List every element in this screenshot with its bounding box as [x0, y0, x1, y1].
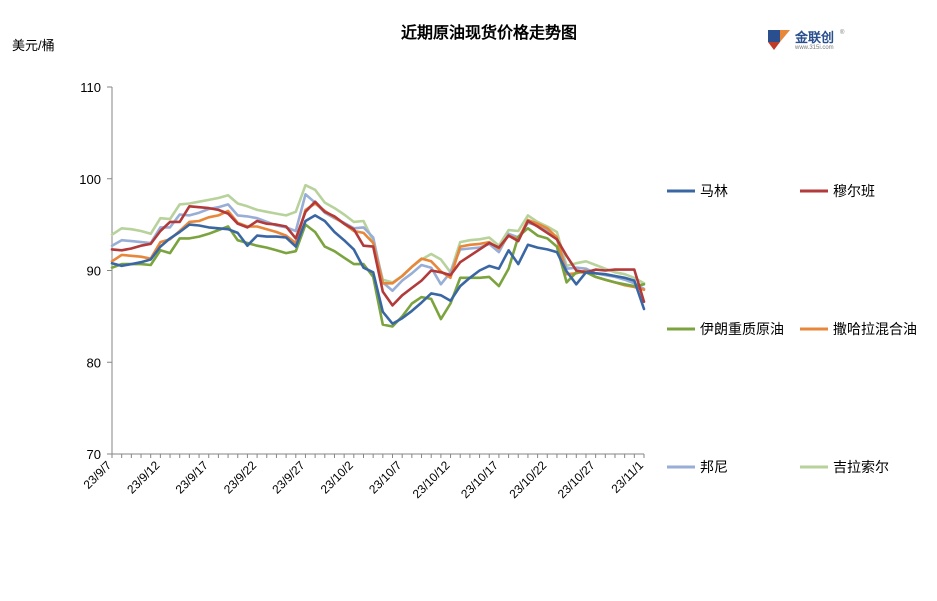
x-tick-label: 23/9/7	[81, 458, 115, 492]
x-tick-label: 23/9/27	[269, 458, 307, 496]
y-tick-label: 80	[87, 355, 101, 370]
logo-url: www.315i.com	[794, 45, 834, 51]
y-axis-unit-label: 美元/桶	[12, 38, 55, 53]
legend-label-0: 马林	[700, 183, 728, 199]
x-tick-label: 23/9/17	[173, 458, 211, 496]
legend-label-5: 吉拉索尔	[833, 459, 889, 475]
x-tick-label: 23/9/22	[221, 458, 259, 496]
series-line-2	[110, 223, 646, 328]
legend-label-2: 伊朗重质原油	[700, 321, 784, 337]
logo-text: 金联创	[794, 30, 834, 45]
x-tick-label: 23/10/2	[318, 458, 356, 496]
axes: 70 80 90 100 110 23/9/7 23/9/12 23/9/17 23/9/22 2…	[79, 80, 646, 501]
y-tick-label: 110	[80, 80, 101, 95]
series-line-1	[110, 200, 646, 307]
logo-registered-mark: ®	[840, 29, 845, 36]
x-tick-label: 23/11/1	[609, 458, 647, 496]
legend-label-4: 邦尼	[700, 459, 728, 475]
y-tick-label: 90	[87, 264, 101, 279]
x-tick-label: 23/10/22	[506, 458, 549, 501]
logo-mark-icon	[768, 30, 790, 50]
y-tick-label: 70	[87, 447, 101, 462]
logo: 金联创 www.315i.com ®	[768, 29, 845, 51]
x-tick-label: 23/10/17	[458, 458, 501, 501]
legend-label-3: 撒哈拉混合油	[833, 321, 917, 337]
legend-label-1: 穆尔班	[833, 183, 875, 199]
x-tick-label: 23/10/27	[555, 458, 598, 501]
series-line-0	[110, 214, 646, 326]
x-tick-label: 23/10/12	[410, 458, 453, 501]
series-lines	[110, 183, 646, 328]
x-tick-label: 23/9/12	[124, 458, 162, 496]
chart-title: 近期原油现货价格走势图	[401, 23, 577, 42]
y-tick-label: 100	[79, 172, 101, 187]
x-tick-label: 23/10/7	[366, 458, 404, 496]
